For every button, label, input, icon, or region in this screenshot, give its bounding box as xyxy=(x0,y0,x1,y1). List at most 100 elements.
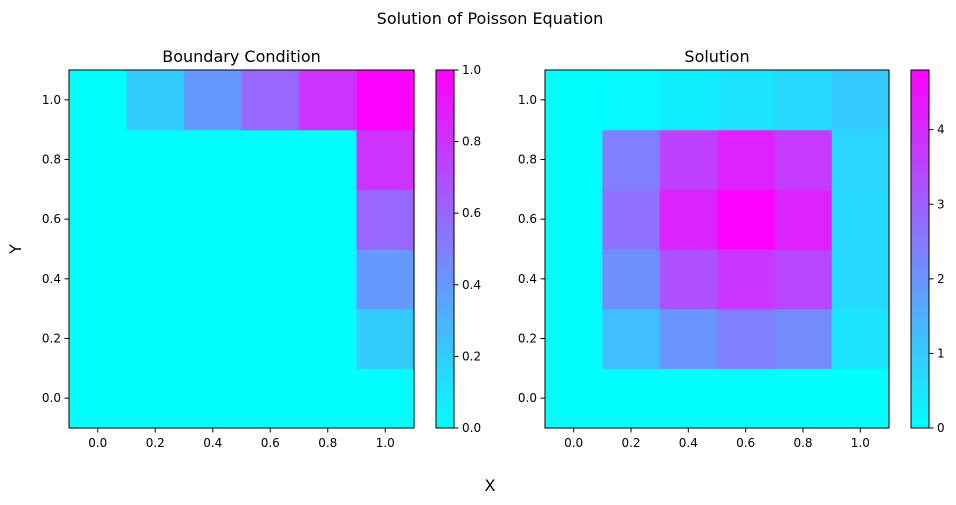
heatmap-cell xyxy=(356,249,415,310)
heatmap-cell xyxy=(299,189,358,250)
heatmap-cell xyxy=(545,368,603,429)
y-tick-label: 0.6 xyxy=(42,212,61,226)
x-tick-label: 0.0 xyxy=(564,436,583,450)
y-tick-label: 0.0 xyxy=(42,391,61,405)
solution-panel: Solution 0.0 0.2 0.4 0.6 0.8 1.0 0.0 0.2 0.4 0.6 0.… xyxy=(518,47,945,450)
heatmap-cell xyxy=(659,189,718,250)
heatmap-cell xyxy=(659,70,718,131)
colorbar xyxy=(435,69,455,429)
figure-xlabel: X xyxy=(485,476,496,495)
y-tick-label: 0.4 xyxy=(42,272,61,286)
heatmap-cell xyxy=(184,129,243,190)
heatmap-cell xyxy=(774,368,833,429)
colorbar xyxy=(910,69,930,429)
heatmap-cell xyxy=(602,308,661,369)
y-tick-label: 1.0 xyxy=(42,93,61,107)
figure-suptitle: Solution of Poisson Equation xyxy=(377,9,604,28)
axes-frame xyxy=(544,69,890,429)
heatmap-cell xyxy=(831,189,890,250)
heatmap-cell xyxy=(126,308,185,369)
colorbar-tick-label: 3 xyxy=(937,197,945,211)
heatmap-cell xyxy=(831,129,890,190)
heatmap-cell xyxy=(126,70,185,131)
heatmap-cell xyxy=(659,249,718,310)
heatmap-cell xyxy=(602,189,661,250)
heatmap-cell xyxy=(69,70,128,131)
heatmap-cell xyxy=(356,129,415,190)
heatmap-cell xyxy=(299,249,358,310)
heatmap-cell xyxy=(831,308,890,369)
heatmap-cell xyxy=(774,129,833,190)
y-tick-label: 0.8 xyxy=(518,153,537,167)
colorbar-tick-label: 1.0 xyxy=(462,63,481,77)
x-tick-label: 0.4 xyxy=(679,436,698,450)
heatmap-cell xyxy=(659,129,718,190)
heatmap-cell xyxy=(241,129,300,190)
y-tick-label: 0.0 xyxy=(518,391,537,405)
heatmap-cell xyxy=(774,70,833,131)
heatmap-cell xyxy=(717,189,775,250)
heatmap-cell xyxy=(184,308,243,369)
colorbar-tick-label: 1 xyxy=(937,346,945,360)
heatmap-cell xyxy=(545,308,603,369)
heatmap-cell xyxy=(717,368,775,429)
heatmap-cell xyxy=(126,129,185,190)
colorbar-tick-label: 0 xyxy=(937,421,945,435)
x-tick-label: 0.2 xyxy=(621,436,640,450)
heatmap-cell xyxy=(69,249,128,310)
panel-title: Boundary Condition xyxy=(162,47,321,66)
heatmap-cell xyxy=(602,249,661,310)
y-tick-label: 0.2 xyxy=(518,332,537,346)
panel-title: Solution xyxy=(684,47,749,66)
heatmap-cells xyxy=(545,70,890,429)
y-tick-label: 0.4 xyxy=(518,272,537,286)
heatmap-cell xyxy=(545,189,603,250)
heatmap-cell xyxy=(659,368,718,429)
heatmap-cell xyxy=(184,249,243,310)
heatmap-cell xyxy=(774,249,833,310)
heatmap-cell xyxy=(717,249,775,310)
heatmap-cell xyxy=(602,368,661,429)
x-tick-label: 0.6 xyxy=(736,436,755,450)
heatmap-cell xyxy=(545,129,603,190)
heatmap-cell xyxy=(831,70,890,131)
heatmap-cell xyxy=(659,308,718,369)
x-tick-label: 0.4 xyxy=(203,436,222,450)
heatmap-cell xyxy=(602,70,661,131)
heatmap-cell xyxy=(299,70,358,131)
y-tick-label: 0.2 xyxy=(42,332,61,346)
colorbar-tick-label: 0.2 xyxy=(462,349,481,363)
heatmap-cell xyxy=(241,249,300,310)
heatmap-cell xyxy=(831,249,890,310)
heatmap-cell xyxy=(184,368,243,429)
colorbar-tick-label: 0.0 xyxy=(462,421,481,435)
y-tick-label: 0.8 xyxy=(42,153,61,167)
heatmap-cell xyxy=(241,308,300,369)
heatmap-cell xyxy=(126,189,185,250)
heatmap-cell xyxy=(299,368,358,429)
x-tick-label: 0.6 xyxy=(261,436,280,450)
heatmap-cells xyxy=(69,70,415,429)
heatmap-cell xyxy=(241,70,300,131)
heatmap-cell xyxy=(69,189,128,250)
heatmap-cell xyxy=(184,70,243,131)
heatmap-cell xyxy=(299,129,358,190)
x-tick-label: 1.0 xyxy=(376,436,395,450)
colorbar-tick-label: 0.6 xyxy=(462,206,481,220)
heatmap-cell xyxy=(356,189,415,250)
heatmap-cell xyxy=(717,70,775,131)
y-tick-label: 1.0 xyxy=(518,93,537,107)
heatmap-cell xyxy=(69,368,128,429)
x-tick-label: 0.2 xyxy=(146,436,165,450)
heatmap-cell xyxy=(831,368,890,429)
boundary-condition-panel: Boundary Condition 0.0 0.2 0.4 0.6 0.8 1.0 0.0 0… xyxy=(42,47,481,450)
heatmap-cell xyxy=(69,308,128,369)
x-tick-label: 0.8 xyxy=(793,436,812,450)
colorbar-tick-label: 2 xyxy=(937,272,945,286)
heatmap-cell xyxy=(356,308,415,369)
heatmap-cell xyxy=(241,189,300,250)
heatmap-cell xyxy=(774,189,833,250)
axes-frame xyxy=(68,69,415,429)
heatmap-cell xyxy=(126,249,185,310)
